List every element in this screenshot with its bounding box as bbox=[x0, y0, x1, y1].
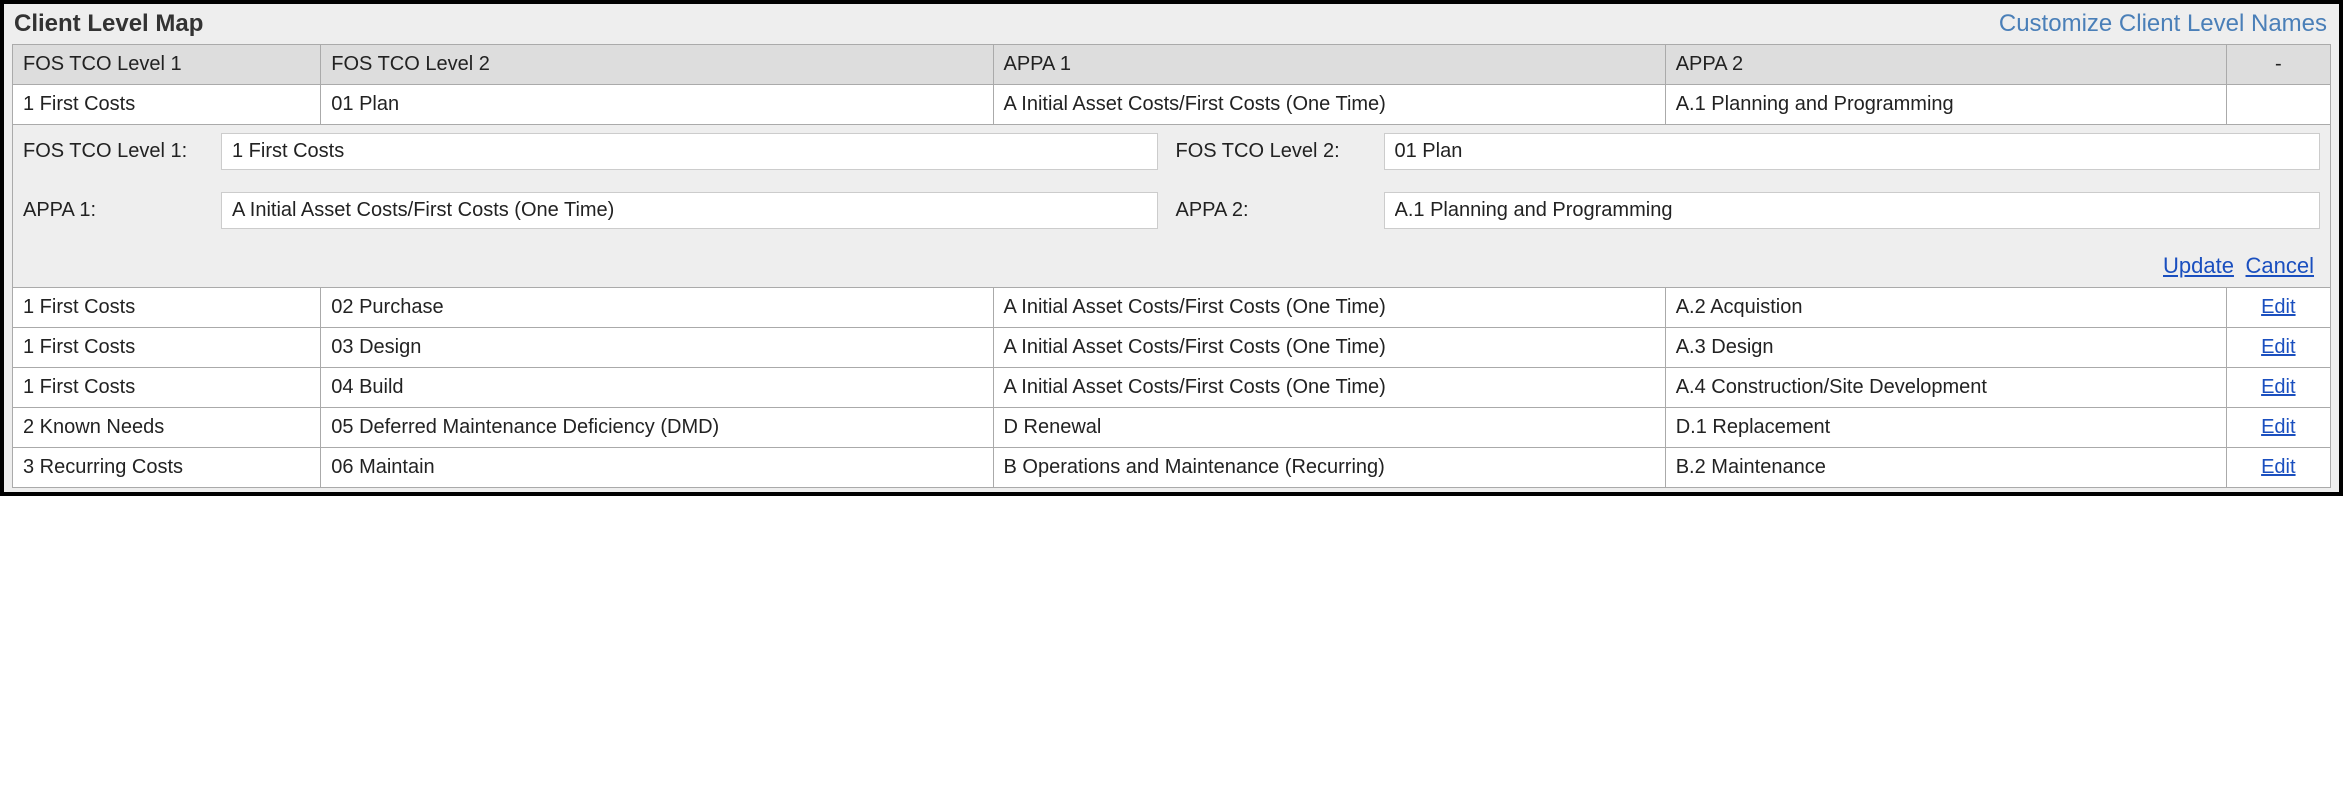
cell-appa1: A Initial Asset Costs/First Costs (One T… bbox=[993, 328, 1665, 368]
panel-title: Client Level Map bbox=[14, 10, 203, 38]
cell-action: Edit bbox=[2226, 288, 2330, 328]
client-level-map-panel: Client Level Map Customize Client Level … bbox=[0, 0, 2343, 496]
cell-appa1: A Initial Asset Costs/First Costs (One T… bbox=[993, 368, 1665, 408]
cell-level1: 2 Known Needs bbox=[13, 408, 321, 448]
cell-appa1: B Operations and Maintenance (Recurring) bbox=[993, 448, 1665, 488]
edit-form-grid: FOS TCO Level 1: FOS TCO Level 2: APPA 1… bbox=[23, 133, 2320, 229]
cell-level2: 02 Purchase bbox=[321, 288, 993, 328]
customize-client-level-names-link[interactable]: Customize Client Level Names bbox=[1999, 10, 2327, 38]
cell-level2: 05 Deferred Maintenance Deficiency (DMD) bbox=[321, 408, 993, 448]
cell-level1: 1 First Costs bbox=[13, 328, 321, 368]
cancel-link[interactable]: Cancel bbox=[2246, 253, 2314, 278]
label-appa2: APPA 2: bbox=[1176, 199, 1366, 222]
label-appa1: APPA 1: bbox=[23, 199, 203, 222]
edit-panel-row: FOS TCO Level 1: FOS TCO Level 2: APPA 1… bbox=[13, 125, 2331, 288]
input-level1[interactable] bbox=[221, 133, 1158, 170]
table-header-row: FOS TCO Level 1 FOS TCO Level 2 APPA 1 A… bbox=[13, 45, 2331, 85]
edit-link[interactable]: Edit bbox=[2261, 456, 2295, 478]
cell-appa1: A Initial Asset Costs/First Costs (One T… bbox=[993, 85, 1665, 125]
edit-link[interactable]: Edit bbox=[2261, 296, 2295, 318]
cell-level1: 1 First Costs bbox=[13, 368, 321, 408]
cell-action bbox=[2226, 85, 2330, 125]
table-row: 1 First Costs 04 Build A Initial Asset C… bbox=[13, 368, 2331, 408]
cell-appa2: D.1 Replacement bbox=[1665, 408, 2226, 448]
edit-link[interactable]: Edit bbox=[2261, 336, 2295, 358]
cell-appa2: A.2 Acquistion bbox=[1665, 288, 2226, 328]
table-row: 1 First Costs 03 Design A Initial Asset … bbox=[13, 328, 2331, 368]
edit-actions: Update Cancel bbox=[23, 253, 2320, 279]
cell-level2: 01 Plan bbox=[321, 85, 993, 125]
table-row: 3 Recurring Costs 06 Maintain B Operatio… bbox=[13, 448, 2331, 488]
cell-level2: 06 Maintain bbox=[321, 448, 993, 488]
edit-panel: FOS TCO Level 1: FOS TCO Level 2: APPA 1… bbox=[13, 125, 2331, 288]
header-level2: FOS TCO Level 2 bbox=[321, 45, 993, 85]
table-row: 1 First Costs 01 Plan A Initial Asset Co… bbox=[13, 85, 2331, 125]
cell-action: Edit bbox=[2226, 328, 2330, 368]
header-level1: FOS TCO Level 1 bbox=[13, 45, 321, 85]
edit-link[interactable]: Edit bbox=[2261, 416, 2295, 438]
input-level2[interactable] bbox=[1384, 133, 2321, 170]
cell-action: Edit bbox=[2226, 408, 2330, 448]
update-link[interactable]: Update bbox=[2163, 253, 2234, 278]
cell-action: Edit bbox=[2226, 448, 2330, 488]
header-appa2: APPA 2 bbox=[1665, 45, 2226, 85]
edit-link[interactable]: Edit bbox=[2261, 376, 2295, 398]
cell-action: Edit bbox=[2226, 368, 2330, 408]
cell-level2: 03 Design bbox=[321, 328, 993, 368]
header-action: - bbox=[2226, 45, 2330, 85]
header-appa1: APPA 1 bbox=[993, 45, 1665, 85]
level-map-table: FOS TCO Level 1 FOS TCO Level 2 APPA 1 A… bbox=[12, 44, 2331, 488]
label-level2: FOS TCO Level 2: bbox=[1176, 140, 1366, 163]
cell-appa2: A.3 Design bbox=[1665, 328, 2226, 368]
cell-appa2: B.2 Maintenance bbox=[1665, 448, 2226, 488]
input-appa1[interactable] bbox=[221, 192, 1158, 229]
table-row: 2 Known Needs 05 Deferred Maintenance De… bbox=[13, 408, 2331, 448]
cell-appa1: D Renewal bbox=[993, 408, 1665, 448]
cell-appa2: A.1 Planning and Programming bbox=[1665, 85, 2226, 125]
label-level1: FOS TCO Level 1: bbox=[23, 140, 203, 163]
cell-level1: 1 First Costs bbox=[13, 288, 321, 328]
cell-level1: 1 First Costs bbox=[13, 85, 321, 125]
cell-appa2: A.4 Construction/Site Development bbox=[1665, 368, 2226, 408]
cell-level1: 3 Recurring Costs bbox=[13, 448, 321, 488]
table-row: 1 First Costs 02 Purchase A Initial Asse… bbox=[13, 288, 2331, 328]
panel-header: Client Level Map Customize Client Level … bbox=[4, 4, 2339, 44]
input-appa2[interactable] bbox=[1384, 192, 2321, 229]
cell-appa1: A Initial Asset Costs/First Costs (One T… bbox=[993, 288, 1665, 328]
cell-level2: 04 Build bbox=[321, 368, 993, 408]
